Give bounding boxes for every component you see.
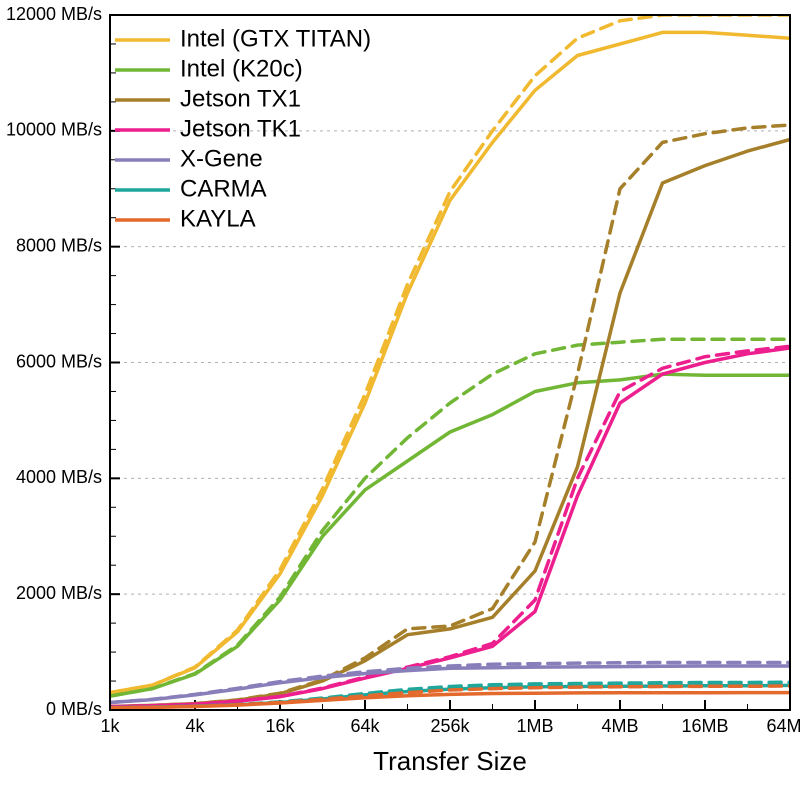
y-tick-label: 8000 MB/s (16, 235, 102, 255)
x-tick-label: 64k (350, 716, 380, 736)
legend-label: Jetson TK1 (180, 115, 301, 142)
x-tick-label: 16MB (681, 716, 728, 736)
x-axis-title: Transfer Size (373, 746, 527, 776)
x-tick-label: 256k (430, 716, 470, 736)
x-tick-label: 16k (265, 716, 295, 736)
x-tick-label: 64MB (766, 716, 800, 736)
x-tick-label: 1MB (516, 716, 553, 736)
y-tick-label: 0 MB/s (46, 699, 102, 719)
y-tick-label: 2000 MB/s (16, 583, 102, 603)
legend-label: Intel (K20c) (180, 55, 303, 82)
legend-label: Jetson TX1 (180, 85, 301, 112)
y-tick-label: 10000 MB/s (6, 120, 102, 140)
legend-label: X-Gene (180, 145, 263, 172)
x-tick-label: 1k (100, 716, 120, 736)
y-tick-label: 4000 MB/s (16, 467, 102, 487)
bandwidth-chart: 0 MB/s 2000 MB/s 4000 MB/s 6000 MB/s 8000 MB… (0, 0, 800, 788)
y-tick-label: 12000 MB/s (6, 4, 102, 24)
x-tick-label: 4k (185, 716, 205, 736)
x-tick-label: 4MB (601, 716, 638, 736)
legend-label: KAYLA (180, 205, 256, 232)
legend-label: CARMA (180, 175, 267, 202)
y-tick-label: 6000 MB/s (16, 351, 102, 371)
legend-label: Intel (GTX TITAN) (180, 25, 371, 52)
